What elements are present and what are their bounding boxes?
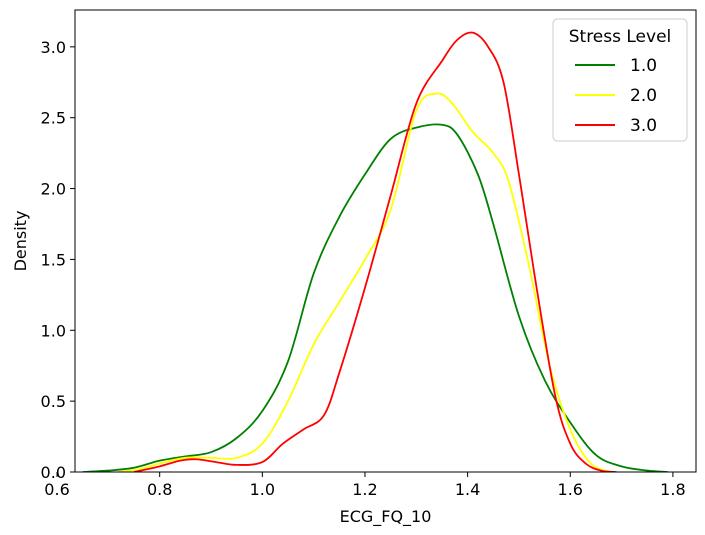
legend: Stress Level 1.0 2.0 3.0 [552, 18, 688, 142]
series-line-1-0 [82, 123, 668, 472]
x-axis-label: ECG_FQ_10 [340, 507, 432, 527]
x-tick-label: 1.8 [660, 480, 685, 499]
legend-title: Stress Level [569, 27, 672, 47]
plot-frame [74, 9, 697, 473]
legend-label-1-0: 1.0 [630, 56, 657, 76]
x-axis: 0.6 0.8 1.0 1.2 1.4 1.6 1.8 [44, 472, 686, 499]
series-line-3-0 [133, 31, 617, 472]
plot-area [82, 31, 668, 472]
x-tick-label: 0.6 [44, 480, 69, 499]
y-tick-label: 2.5 [41, 109, 66, 128]
series-line-2-0 [118, 92, 612, 472]
y-tick-label: 1.5 [41, 250, 66, 269]
y-tick-label: 3.0 [41, 38, 66, 57]
x-tick-label: 1.0 [250, 480, 275, 499]
legend-entries: 1.0 2.0 3.0 [575, 56, 657, 136]
y-tick-label: 1.0 [41, 321, 66, 340]
x-tick-label: 1.6 [558, 480, 583, 499]
y-tick-label: 2.0 [41, 180, 66, 199]
y-tick-label: 0.0 [41, 463, 66, 482]
legend-box [552, 18, 688, 142]
legend-label-2-0: 2.0 [630, 86, 657, 106]
x-tick-label: 1.2 [352, 480, 377, 499]
legend-label-3-0: 3.0 [630, 116, 657, 136]
y-axis: 0.0 0.5 1.0 1.5 2.0 2.5 3.0 [41, 38, 75, 482]
x-tick-label: 0.8 [147, 480, 172, 499]
y-tick-label: 0.5 [41, 392, 66, 411]
x-tick-label: 1.4 [455, 480, 480, 499]
y-axis-label: Density [11, 211, 30, 272]
